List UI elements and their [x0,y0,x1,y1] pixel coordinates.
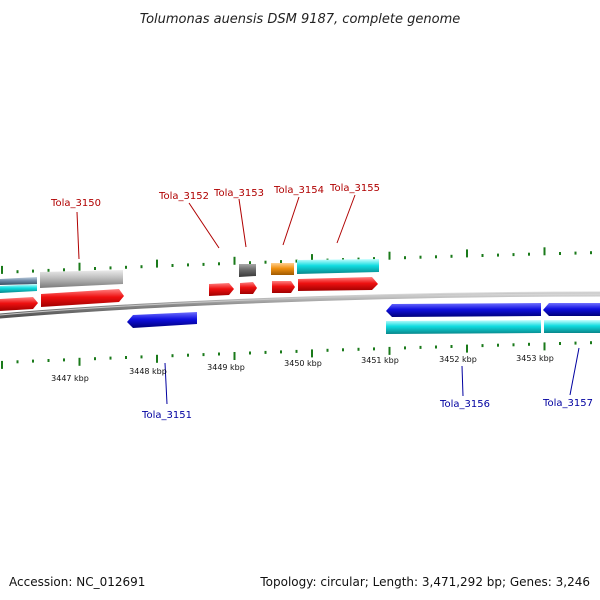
leader-tola-3152 [188,202,220,249]
gene-label-tola-3155: Tola_3155 [329,183,380,194]
accession-label: Accession: NC_012691 [9,575,145,589]
gene-arrow-red-3154 [272,281,295,293]
gene-arrow-cyan-3157 [544,320,600,333]
gene-arrow-cyan-3156 [386,320,541,334]
gene-arrow-orange-3154 [271,263,294,275]
label-leader-lines [76,194,580,405]
scale-label: 3448 kbp [129,367,167,376]
leader-tola-3151 [164,362,168,405]
gene-label-tola-3150: Tola_3150 [50,198,101,209]
leader-tola-3156 [461,365,464,397]
leader-tola-3155 [336,194,356,244]
gene-arrow-red-3153 [240,282,257,294]
inner-tick-marks [1,341,592,369]
genome-summary-label: Topology: circular; Length: 3,471,292 bp… [259,575,590,589]
gene-label-tola-3156: Tola_3156 [439,399,490,410]
scale-label: 3449 kbp [207,363,245,372]
gene-arrow-slate [0,277,37,285]
scale-label: 3450 kbp [284,359,322,368]
genome-title: Tolumonas auensis DSM 9187, complete gen… [140,12,461,27]
gene-arrow-blue-3151 [127,312,197,328]
gene-arrow-blue-3157 [543,303,600,316]
gene-arrow-red-left-a [0,297,38,311]
leader-tola-3150 [76,211,80,260]
gene-labels: Tola_3150 Tola_3152 Tola_3153 Tola_3154 … [50,183,593,421]
forward-strand-genes [0,259,379,311]
gene-arrow-red-left-b [41,289,124,307]
gene-label-tola-3154: Tola_3154 [273,185,324,196]
scale-label: 3451 kbp [361,356,399,365]
gene-label-tola-3152: Tola_3152 [158,191,209,202]
leader-tola-3153 [238,198,247,248]
gene-label-tola-3153: Tola_3153 [213,188,264,199]
leader-tola-3154 [282,196,300,246]
reverse-strand-genes [127,303,600,334]
genome-backbone [0,291,600,319]
gene-arrow-gray [40,270,123,288]
gene-arrow-blue-3156 [386,303,541,317]
scale-label: 3447 kbp [51,374,89,383]
gene-arrow-red-3152 [209,283,234,296]
genome-backbone-highlight [0,292,600,316]
gene-label-tola-3151: Tola_3151 [141,410,192,421]
gene-arrow-red-3155 [298,277,378,291]
gene-arrow-darkgray-3153 [239,264,256,277]
gene-arrow-cyan-left [0,284,37,293]
scale-label: 3453 kbp [516,354,554,363]
gene-label-tola-3157: Tola_3157 [542,398,593,409]
scale-label: 3452 kbp [439,355,477,364]
gene-arrow-cyan-3155 [297,259,379,274]
leader-tola-3157 [569,347,580,396]
outer-tick-marks [1,247,592,274]
scale-labels: 3447 kbp 3448 kbp 3449 kbp 3450 kbp 3451… [51,354,554,383]
